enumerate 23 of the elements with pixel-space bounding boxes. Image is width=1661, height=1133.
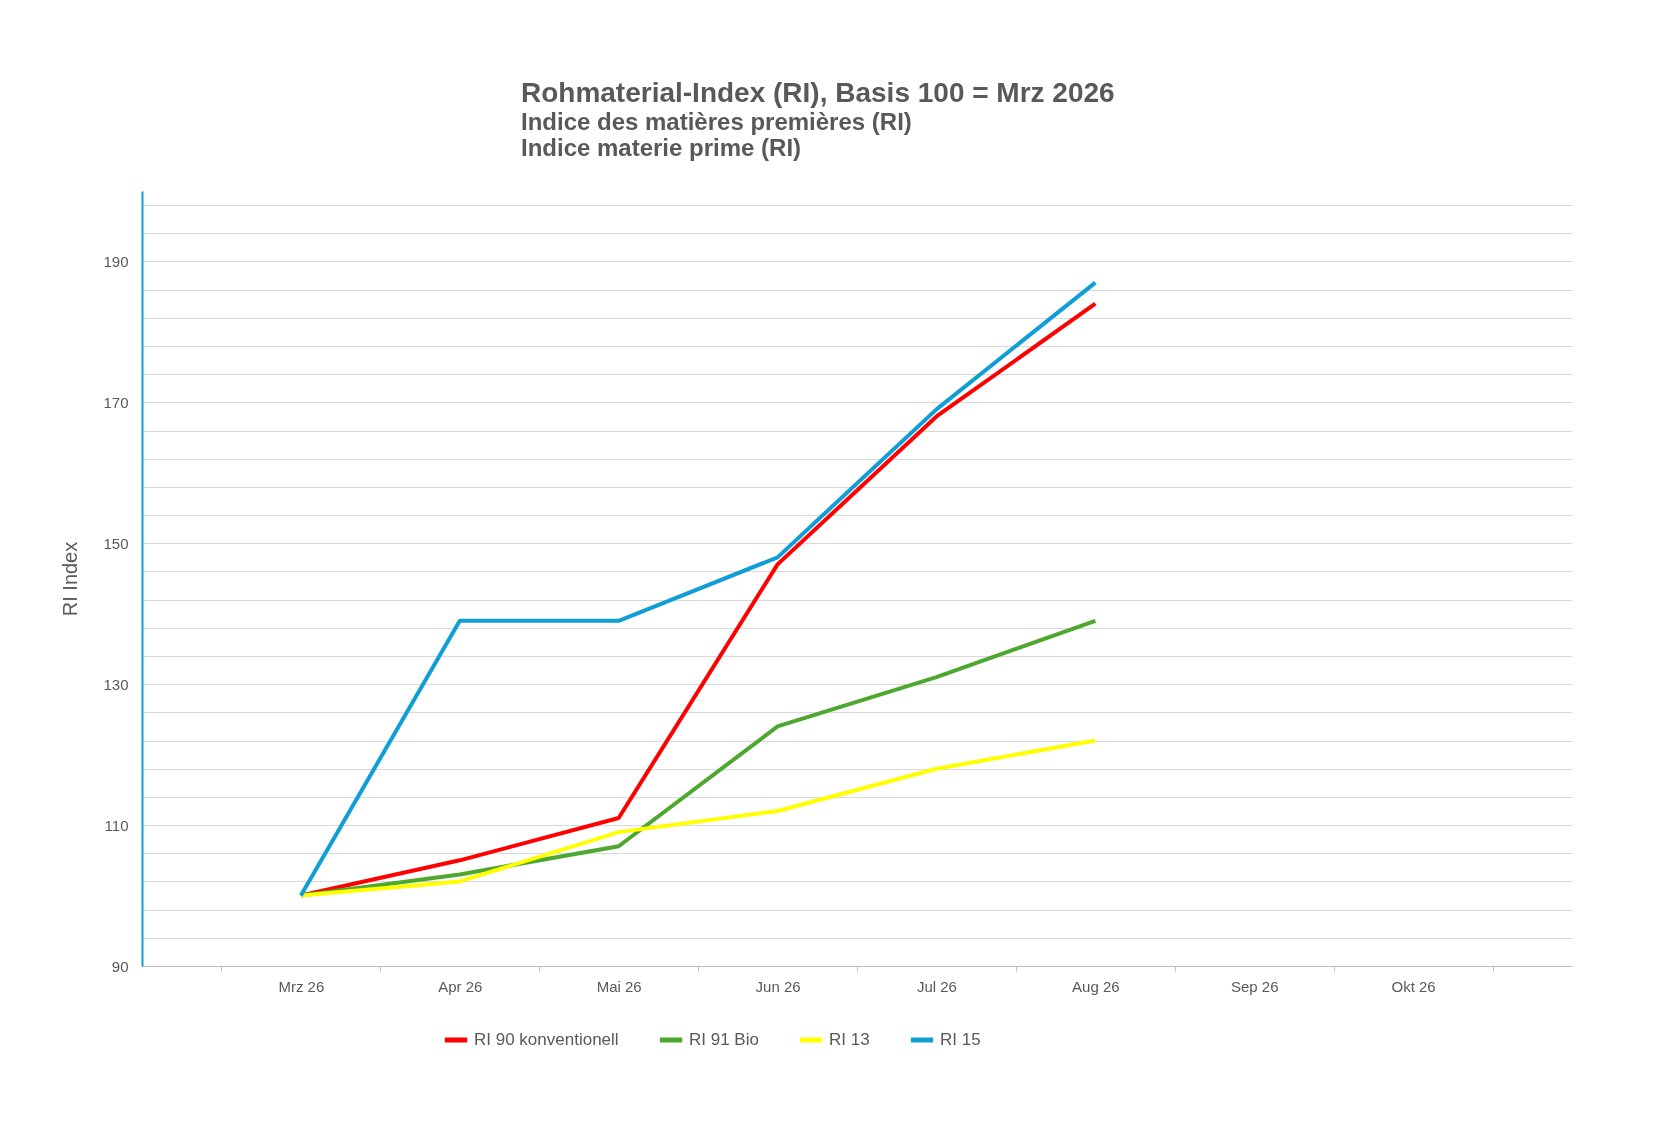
x-tick-label: Jun 26: [755, 977, 801, 995]
y-tick-label: 190: [103, 252, 129, 270]
legend-label: RI 15: [940, 1030, 981, 1049]
chart-title: Rohmaterial-Index (RI), Basis 100 = Mrz 2026: [520, 77, 1115, 108]
x-tick-label: Okt 26: [1391, 977, 1436, 995]
y-tick-label: 90: [111, 957, 129, 975]
y-axis-title: RI Index: [59, 541, 82, 617]
legend-label: RI 13: [829, 1030, 870, 1049]
x-tick-label: Aug 26: [1072, 977, 1120, 995]
legend-label: RI 90 konventionell: [474, 1030, 619, 1049]
x-tick-label: Mai 26: [596, 977, 642, 995]
x-tick-label: Mrz 26: [278, 977, 325, 995]
y-tick-label: 110: [104, 816, 129, 834]
y-tick-label: 170: [103, 393, 129, 411]
text: Indice materie prime (RI): [520, 134, 802, 161]
y-tick-label: 150: [103, 534, 129, 552]
x-tick-label: Apr 26: [438, 977, 483, 995]
x-tick-label: Sep 26: [1230, 977, 1279, 995]
x-tick-label: Jul 26: [916, 977, 957, 995]
text: Indice des matières premières (RI): [520, 108, 912, 135]
legend-label: RI 91 Bio: [689, 1030, 759, 1049]
y-tick-label: 130: [103, 675, 129, 693]
line-series: [298, 738, 1098, 898]
